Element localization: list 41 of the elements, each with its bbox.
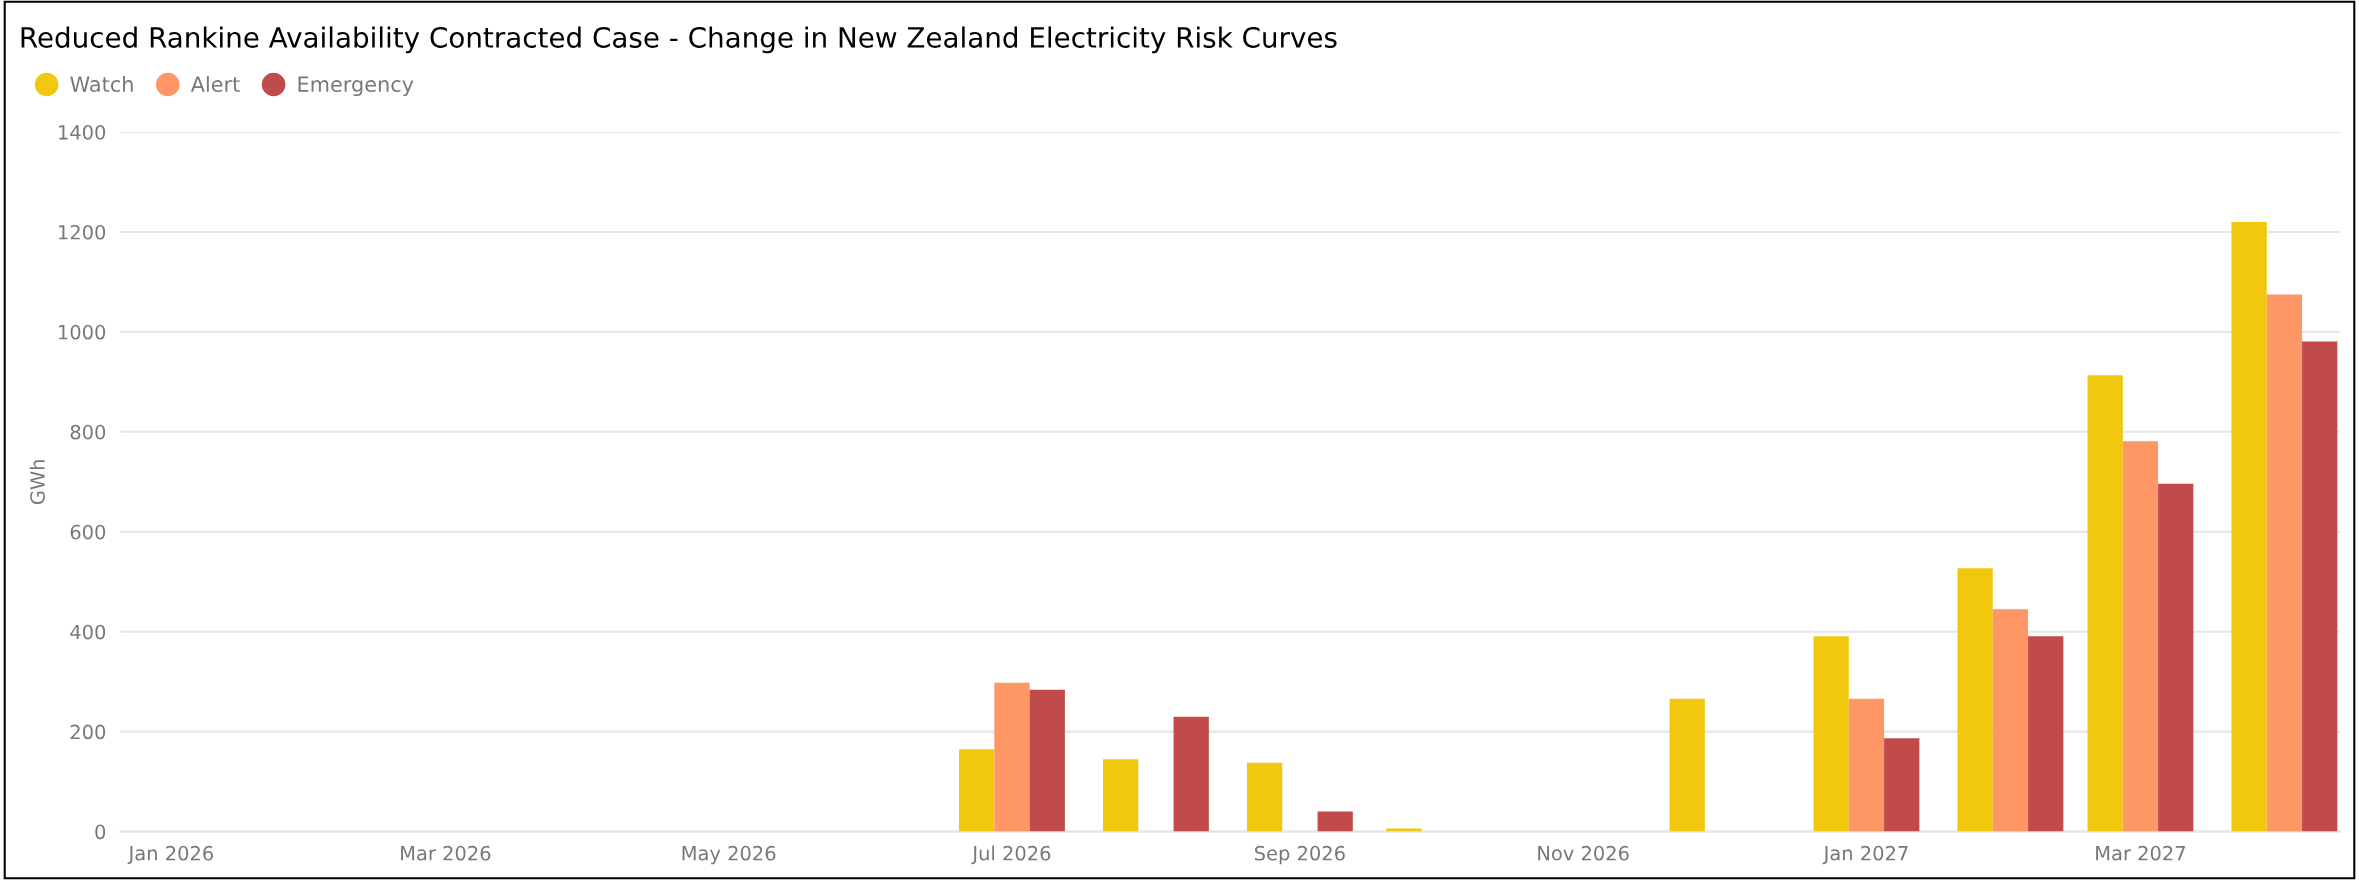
x-tick-label: Jan 2026 — [127, 845, 213, 865]
x-tick-label: Jan 2027 — [1822, 845, 1908, 865]
bar — [994, 682, 1030, 832]
bar — [1173, 716, 1209, 832]
x-tick-label: May 2026 — [682, 845, 776, 865]
bar — [1884, 738, 1920, 832]
bar — [1957, 568, 1993, 832]
chart-title: Reduced Rankine Availability Contracted Case - Change in New Zealand Electricity Risk Curves — [21, 26, 1337, 54]
y-tick-label: 1000 — [59, 324, 106, 340]
bar — [2231, 221, 2267, 832]
bar — [959, 749, 995, 832]
y-axis-title: GWh — [29, 460, 45, 505]
y-tick-label: 0 — [95, 824, 106, 840]
bar — [2302, 341, 2338, 832]
y-tick-label: 400 — [70, 624, 106, 640]
x-tick-label: Nov 2026 — [1538, 845, 1629, 861]
bar — [1029, 689, 1065, 832]
y-tick-label: 1400 — [59, 124, 106, 140]
y-tick-label: 800 — [70, 424, 106, 440]
bar — [1669, 698, 1705, 832]
x-tick-label: Mar 2026 — [401, 845, 491, 861]
legend-label: Alert — [190, 75, 240, 93]
bar — [1813, 636, 1849, 832]
bar — [1848, 698, 1885, 832]
bar — [2087, 375, 2123, 832]
bar — [1992, 609, 2029, 832]
y-tick-label: 1200 — [59, 224, 106, 240]
bar — [2028, 636, 2064, 832]
y-tick-label: 200 — [70, 724, 106, 740]
bar — [2122, 441, 2159, 832]
legend-label: Emergency — [298, 76, 414, 97]
bar — [2158, 483, 2194, 832]
bar — [1246, 762, 1283, 832]
legend-label: Watch — [70, 75, 133, 93]
bar — [1317, 811, 1353, 832]
y-tick-label: 600 — [70, 524, 106, 540]
bar — [2266, 294, 2303, 832]
x-tick-label: Jul 2026 — [971, 845, 1051, 865]
x-tick-label: Sep 2026 — [1255, 845, 1345, 865]
bar — [1102, 759, 1139, 832]
x-tick-label: Mar 2027 — [2096, 845, 2185, 861]
